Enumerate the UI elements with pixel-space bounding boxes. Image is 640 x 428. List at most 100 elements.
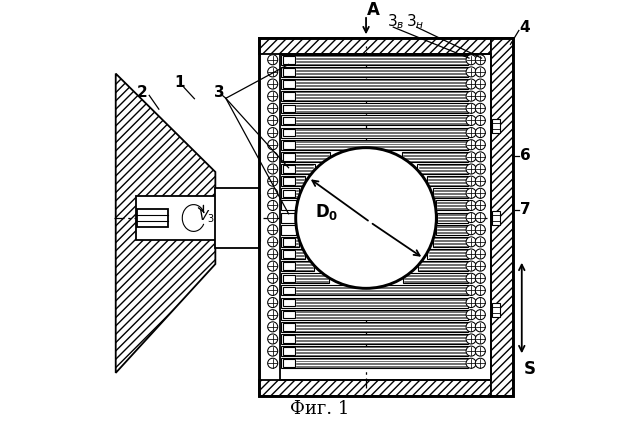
Bar bbox=[282, 346, 468, 356]
Circle shape bbox=[476, 140, 485, 150]
Bar bbox=[437, 213, 468, 223]
Circle shape bbox=[466, 213, 476, 223]
Text: $\mathbf{D_0}$: $\mathbf{D_0}$ bbox=[314, 202, 338, 222]
Circle shape bbox=[268, 358, 278, 368]
Circle shape bbox=[268, 213, 278, 223]
Bar bbox=[283, 80, 295, 88]
Bar bbox=[282, 285, 468, 295]
Circle shape bbox=[268, 249, 278, 259]
Circle shape bbox=[466, 237, 476, 247]
Circle shape bbox=[268, 346, 278, 356]
Bar bbox=[283, 129, 295, 137]
Bar bbox=[282, 164, 315, 174]
Bar bbox=[282, 152, 330, 162]
Circle shape bbox=[466, 188, 476, 198]
Bar bbox=[282, 200, 296, 211]
Circle shape bbox=[268, 103, 278, 113]
Bar bbox=[417, 164, 468, 174]
Circle shape bbox=[466, 164, 476, 174]
Text: Фиг. 1: Фиг. 1 bbox=[291, 400, 349, 418]
Text: $3_н$: $3_н$ bbox=[406, 13, 425, 31]
Text: 4: 4 bbox=[519, 20, 529, 35]
Bar bbox=[283, 348, 295, 355]
Circle shape bbox=[268, 67, 278, 77]
Bar bbox=[282, 103, 468, 113]
Circle shape bbox=[268, 225, 278, 235]
Bar bbox=[282, 334, 468, 344]
Circle shape bbox=[476, 200, 485, 211]
Circle shape bbox=[268, 297, 278, 308]
Bar bbox=[283, 56, 295, 63]
Text: 3: 3 bbox=[214, 85, 225, 100]
Circle shape bbox=[466, 200, 476, 211]
Circle shape bbox=[466, 67, 476, 77]
Bar bbox=[283, 104, 295, 112]
Circle shape bbox=[268, 310, 278, 320]
Bar bbox=[436, 225, 468, 235]
Bar bbox=[259, 38, 491, 54]
Bar bbox=[283, 287, 295, 294]
Bar bbox=[282, 261, 314, 271]
Bar bbox=[283, 177, 295, 185]
Circle shape bbox=[476, 346, 485, 356]
Bar bbox=[491, 38, 513, 396]
Circle shape bbox=[466, 140, 476, 150]
Circle shape bbox=[296, 148, 436, 288]
Polygon shape bbox=[116, 74, 260, 373]
Circle shape bbox=[476, 213, 485, 223]
Bar bbox=[433, 188, 468, 198]
Bar bbox=[492, 211, 500, 225]
Bar bbox=[282, 188, 300, 198]
Bar bbox=[215, 188, 259, 248]
Bar bbox=[283, 274, 295, 282]
Circle shape bbox=[268, 79, 278, 89]
Circle shape bbox=[268, 164, 278, 174]
Bar bbox=[282, 322, 468, 332]
Circle shape bbox=[466, 91, 476, 101]
Bar bbox=[282, 310, 468, 320]
Text: $V_3$: $V_3$ bbox=[198, 208, 214, 225]
Circle shape bbox=[466, 261, 476, 271]
Bar bbox=[283, 335, 295, 343]
Bar bbox=[283, 238, 295, 246]
Circle shape bbox=[476, 249, 485, 259]
Circle shape bbox=[466, 176, 476, 186]
Circle shape bbox=[268, 55, 278, 65]
Bar bbox=[283, 311, 295, 318]
Bar bbox=[136, 196, 260, 240]
Circle shape bbox=[466, 297, 476, 308]
Bar bbox=[283, 141, 295, 149]
Circle shape bbox=[476, 334, 485, 344]
Circle shape bbox=[466, 128, 476, 138]
Circle shape bbox=[268, 140, 278, 150]
Text: $3_в$: $3_в$ bbox=[387, 13, 404, 31]
Circle shape bbox=[466, 358, 476, 368]
Circle shape bbox=[268, 200, 278, 211]
Bar bbox=[492, 303, 500, 317]
Circle shape bbox=[476, 285, 485, 295]
Bar bbox=[283, 323, 295, 330]
Bar bbox=[283, 360, 295, 367]
Bar bbox=[282, 249, 305, 259]
Text: 2: 2 bbox=[137, 85, 147, 100]
Bar bbox=[283, 262, 295, 270]
Bar bbox=[259, 380, 491, 396]
Bar bbox=[259, 38, 513, 396]
Circle shape bbox=[476, 237, 485, 247]
Bar bbox=[282, 176, 305, 186]
Bar bbox=[137, 209, 168, 227]
Bar bbox=[282, 358, 468, 368]
Bar bbox=[282, 273, 329, 283]
Circle shape bbox=[268, 273, 278, 283]
Circle shape bbox=[476, 188, 485, 198]
Bar bbox=[282, 140, 468, 150]
Bar bbox=[283, 92, 295, 100]
Bar bbox=[282, 297, 468, 308]
Circle shape bbox=[466, 55, 476, 65]
Circle shape bbox=[476, 310, 485, 320]
Bar bbox=[427, 176, 468, 186]
Circle shape bbox=[476, 128, 485, 138]
Circle shape bbox=[476, 55, 485, 65]
Bar bbox=[283, 190, 295, 197]
Bar bbox=[433, 237, 468, 247]
